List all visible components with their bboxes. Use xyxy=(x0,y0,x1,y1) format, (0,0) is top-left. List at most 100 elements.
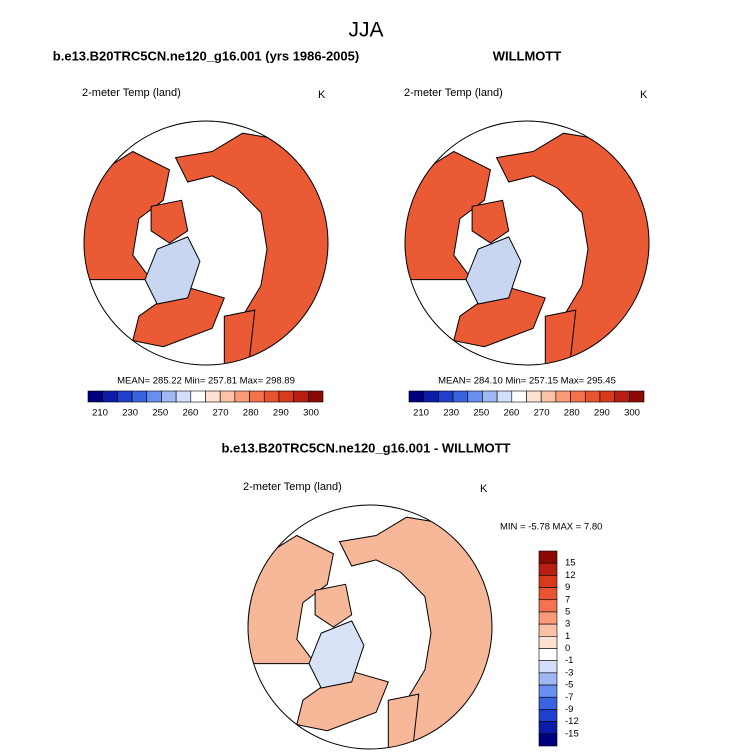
colorbar-box xyxy=(102,390,118,403)
colorbar-box xyxy=(117,390,133,403)
greenland xyxy=(144,236,201,305)
colorbar-box xyxy=(570,390,586,403)
colorbar-box xyxy=(538,587,558,601)
panel-title: WILLMOTT xyxy=(493,48,562,63)
colorbar-box xyxy=(482,390,498,403)
land xyxy=(314,583,353,628)
colorbar-label: 290 xyxy=(594,408,610,419)
colorbar-box xyxy=(629,390,645,403)
colorbar-box xyxy=(614,390,630,403)
land xyxy=(223,309,256,365)
land xyxy=(248,534,334,665)
colorbar-label: 15 xyxy=(565,558,576,569)
land xyxy=(544,309,577,365)
units-label: K xyxy=(480,483,488,495)
land xyxy=(471,199,510,244)
colorbar-box xyxy=(584,390,601,403)
colorbar-box xyxy=(538,660,558,674)
colorbar-label: 250 xyxy=(152,408,168,419)
colorbar-label: 7 xyxy=(565,594,570,605)
stats-label: MIN = -5.78 MAX = 7.80 xyxy=(500,522,602,533)
stats-label: MEAN= 285.22 Min= 257.81 Max= 298.89 xyxy=(117,376,295,387)
colorbar-label: 210 xyxy=(413,408,429,419)
colorbar-label: 300 xyxy=(303,408,319,419)
colorbar-box xyxy=(538,623,558,637)
map-border xyxy=(247,504,493,750)
colorbar-box xyxy=(538,562,558,576)
panel-title: b.e13.B20TRC5CN.ne120_g16.001 (yrs 1986-… xyxy=(53,48,359,63)
colorbar-box xyxy=(467,390,483,403)
colorbar-label: 230 xyxy=(443,408,459,419)
colorbar-box xyxy=(538,611,558,625)
map-border xyxy=(404,120,650,366)
colorbar-label: 280 xyxy=(564,408,580,419)
colorbar-label: 260 xyxy=(182,408,198,419)
colorbar-box xyxy=(87,390,103,403)
polar-map xyxy=(248,505,492,749)
colorbar-box xyxy=(131,390,148,403)
units-label: K xyxy=(318,89,326,101)
greenland xyxy=(465,236,522,305)
colorbar-label: 3 xyxy=(565,619,570,630)
colorbar-box xyxy=(278,390,294,403)
colorbar-box xyxy=(408,390,424,403)
colorbar-box xyxy=(538,672,558,686)
colorbar-box xyxy=(175,390,192,403)
colorbar-label: 280 xyxy=(243,408,259,419)
land xyxy=(150,199,189,244)
colorbar-label: 250 xyxy=(473,408,489,419)
colorbar-box xyxy=(538,709,558,722)
units-label: K xyxy=(640,89,648,101)
colorbar-box xyxy=(538,636,558,649)
colorbar-box xyxy=(538,599,558,613)
colorbar-box xyxy=(308,390,324,403)
colorbar-label: 270 xyxy=(534,408,550,419)
colorbar-label: 12 xyxy=(565,570,576,581)
stats-label: MEAN= 284.10 Min= 257.15 Max= 295.45 xyxy=(438,376,616,387)
colorbar-label: 1 xyxy=(565,631,570,642)
colorbar-label: 0 xyxy=(565,643,570,654)
colorbar-label: 5 xyxy=(565,606,570,617)
colorbar-label: -3 xyxy=(565,667,573,678)
colorbar-box xyxy=(496,390,513,403)
colorbar-label: 270 xyxy=(213,408,229,419)
colorbar-box xyxy=(423,390,439,403)
colorbar-box xyxy=(538,550,558,564)
colorbar-box xyxy=(205,390,221,403)
land xyxy=(84,150,170,281)
colorbar-box xyxy=(538,696,558,710)
colorbar-box xyxy=(526,390,542,403)
colorbar-box xyxy=(452,390,469,403)
colorbar-box xyxy=(540,390,557,403)
colorbar-box xyxy=(538,575,558,588)
colorbar-label: -5 xyxy=(565,680,573,691)
colorbar-label: -7 xyxy=(565,692,573,703)
colorbar-box xyxy=(538,648,558,661)
colorbar-box xyxy=(146,390,162,403)
colorbar-box xyxy=(293,390,309,403)
panel-title: b.e13.B20TRC5CN.ne120_g16.001 - WILLMOTT xyxy=(222,440,511,455)
polar-map xyxy=(405,121,649,365)
variable-label: 2-meter Temp (land) xyxy=(243,481,342,493)
colorbar-box xyxy=(161,390,177,403)
colorbar-box xyxy=(555,390,571,403)
variable-label: 2-meter Temp (land) xyxy=(404,87,503,99)
variable-label: 2-meter Temp (land) xyxy=(82,87,181,99)
colorbar-label: 210 xyxy=(92,408,108,419)
colorbar-label: 230 xyxy=(122,408,138,419)
land xyxy=(405,150,491,281)
colorbar-label: -12 xyxy=(565,716,579,727)
colorbar-box xyxy=(438,390,454,403)
greenland xyxy=(308,620,365,689)
colorbar-box xyxy=(234,390,250,403)
colorbar-box xyxy=(219,390,236,403)
colorbar-box xyxy=(538,684,558,698)
colorbar-box xyxy=(190,390,206,403)
polar-map xyxy=(84,121,328,365)
colorbar-box xyxy=(538,721,558,735)
colorbar-label: 300 xyxy=(624,408,640,419)
colorbar-box xyxy=(538,733,558,747)
colorbar-box xyxy=(263,390,280,403)
colorbar-label: -9 xyxy=(565,704,573,715)
